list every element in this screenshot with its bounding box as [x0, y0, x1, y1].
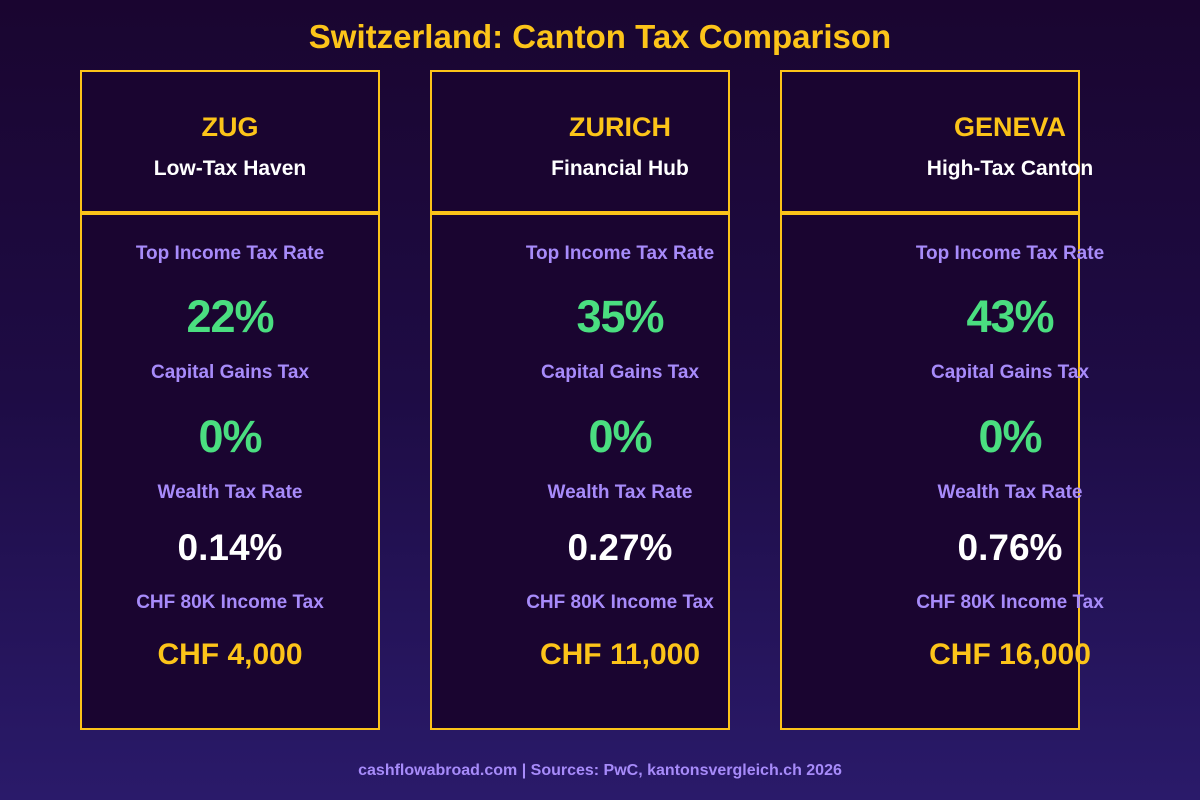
canton-name: GENEVA: [953, 112, 1067, 142]
wealth-label: Wealth Tax Rate: [157, 482, 303, 503]
chf80k-label: CHF 80K Income Tax: [526, 592, 714, 613]
capital-label: Capital Gains Tax: [930, 362, 1090, 383]
canton-subtitle: Low-Tax Haven: [153, 157, 307, 180]
wealth-rate: 0.76%: [957, 527, 1063, 568]
wealth-label: Wealth Tax Rate: [547, 482, 693, 503]
capital-gains-rate: 0%: [588, 411, 652, 462]
capital-label: Capital Gains Tax: [540, 362, 700, 383]
income-rate: 35%: [576, 291, 664, 342]
canton-subtitle: High-Tax Canton: [926, 157, 1094, 180]
capital-gains-rate: 0%: [978, 411, 1042, 462]
capital-gains-rate: 0%: [198, 411, 262, 462]
income-rate: 43%: [966, 291, 1054, 342]
income-label: Top Income Tax Rate: [525, 243, 715, 264]
canton-card-zug: ZUG Low-Tax Haven Top Income Tax Rate 22% Ca…: [80, 70, 380, 730]
chf80k-label: CHF 80K Income Tax: [136, 592, 324, 613]
header-divider: [82, 211, 378, 215]
chf80k-tax: CHF 4,000: [157, 638, 303, 671]
income-label: Top Income Tax Rate: [915, 243, 1105, 264]
chf80k-tax: CHF 16,000: [929, 638, 1091, 671]
header-divider: [782, 211, 1078, 215]
chf80k-label: CHF 80K Income Tax: [916, 592, 1104, 613]
income-rate: 22%: [186, 291, 274, 342]
canton-subtitle: Financial Hub: [551, 157, 689, 180]
canton-name: ZUG: [201, 112, 259, 142]
footer-source: cashflowabroad.com | Sources: PwC, kanto…: [358, 762, 842, 779]
income-label: Top Income Tax Rate: [135, 243, 325, 264]
canton-card-geneva: GENEVA High-Tax Canton Top Income Tax Rate…: [780, 70, 1104, 730]
header-divider: [432, 211, 728, 215]
wealth-rate: 0.27%: [567, 527, 673, 568]
wealth-rate: 0.14%: [177, 527, 283, 568]
canton-name: ZURICH: [569, 112, 671, 142]
page-title: Switzerland: Canton Tax Comparison: [308, 18, 892, 55]
wealth-label: Wealth Tax Rate: [937, 482, 1083, 503]
capital-label: Capital Gains Tax: [150, 362, 310, 383]
chf80k-tax: CHF 11,000: [539, 638, 701, 671]
canton-card-zurich: ZURICH Financial Hub Top Income Tax Rate 35…: [430, 70, 730, 730]
